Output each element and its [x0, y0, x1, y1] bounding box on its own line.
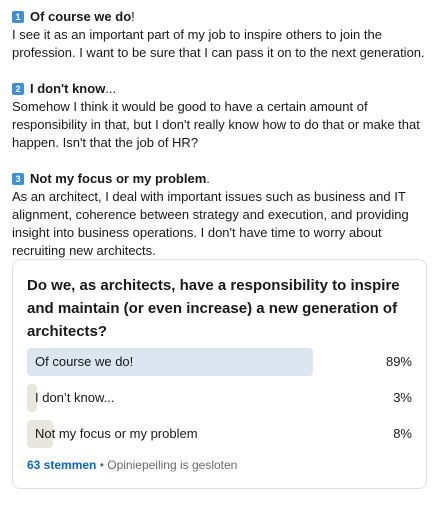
- post-option-3: 3 Not my focus or my problem. As an arch…: [12, 170, 429, 260]
- poll-status: Opiniepeiling is gesloten: [107, 458, 238, 472]
- poll-result-row: I don’t know... 3%: [27, 384, 412, 412]
- poll-footer: 63 stemmen • Opiniepeiling is gesloten: [27, 456, 237, 474]
- poll-result-percent: 3%: [393, 390, 412, 405]
- keycap-3-icon: 3: [12, 173, 24, 185]
- poll-result-row: Of course we do! 89%: [27, 348, 412, 376]
- poll-result-bar: [27, 384, 37, 412]
- poll-results: Of course we do! 89% I don’t know... 3% …: [27, 348, 412, 456]
- poll-vote-count[interactable]: 63 stemmen: [27, 458, 97, 472]
- keycap-2-icon: 2: [12, 83, 24, 95]
- poll-result-label: Of course we do!: [35, 354, 134, 369]
- post-option-1-suffix: !: [131, 9, 135, 24]
- post-option-3-text: As an architect, I deal with important i…: [12, 189, 409, 258]
- poll-result-label: Not my focus or my problem: [35, 426, 198, 441]
- poll-result-bar: [27, 420, 53, 448]
- post-option-2: 2 I don't know... Somehow I think it wou…: [12, 80, 429, 152]
- post-option-1-header: 1 Of course we do!: [12, 8, 429, 26]
- post-option-2-suffix: ...: [105, 81, 117, 96]
- poll-result-row: Not my focus or my problem 8%: [27, 420, 412, 448]
- post-option-3-header: 3 Not my focus or my problem.: [12, 170, 429, 188]
- post-option-3-title: Not my focus or my problem: [30, 171, 207, 186]
- keycap-1-icon: 1: [12, 11, 24, 23]
- post-option-1: 1 Of course we do! I see it as an import…: [12, 8, 429, 62]
- post-option-2-header: 2 I don't know...: [12, 80, 429, 98]
- post-option-1-title: Of course we do: [30, 9, 132, 24]
- post-option-3-suffix: .: [206, 171, 210, 186]
- poll-result-bar: [27, 348, 313, 376]
- poll-result-label: I don’t know...: [35, 390, 115, 405]
- post-option-2-text: Somehow I think it would be good to have…: [12, 99, 420, 150]
- post-option-1-text: I see it as an important part of my job …: [12, 27, 425, 60]
- poll-question: Do we, as architects, have a responsibil…: [27, 277, 400, 340]
- post-option-2-title: I don't know: [30, 81, 106, 96]
- poll-result-percent: 89%: [385, 354, 412, 369]
- poll-result-percent: 8%: [393, 426, 412, 441]
- poll-footer-separator: •: [96, 458, 108, 472]
- poll-card: Do we, as architects, have a responsibil…: [12, 259, 427, 489]
- post-body: 1 Of course we do! I see it as an import…: [12, 8, 429, 260]
